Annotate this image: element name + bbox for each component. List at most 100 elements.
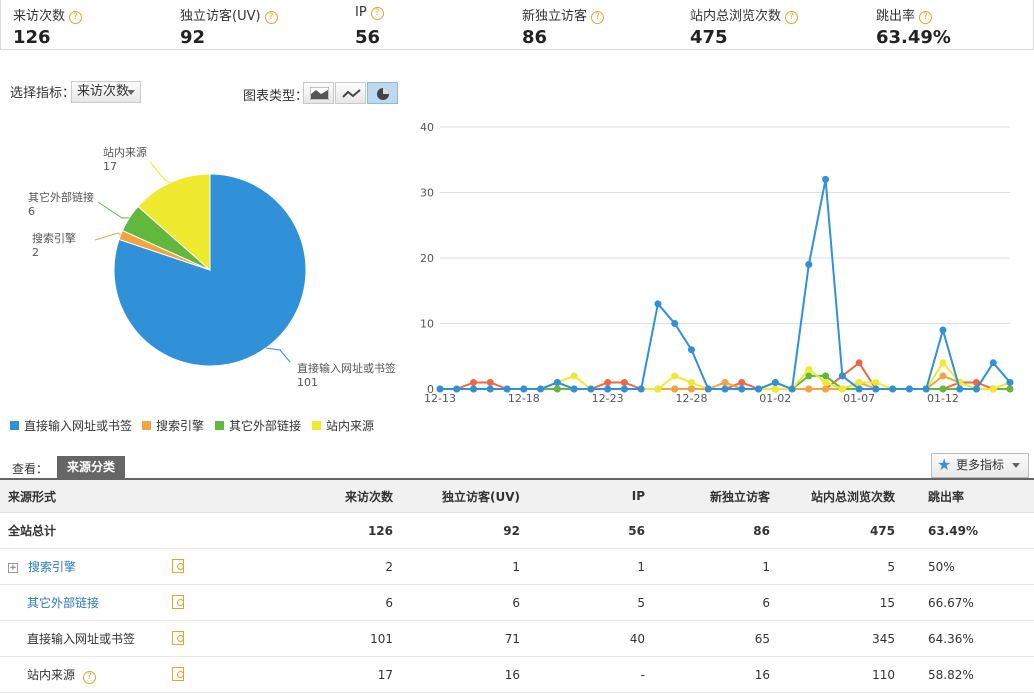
column-header[interactable]: 跳出率	[898, 480, 1034, 513]
legend-item[interactable]: 站内来源	[312, 417, 374, 434]
legend-item[interactable]: 其它外部链接	[215, 417, 301, 434]
data-point[interactable]	[453, 385, 461, 393]
data-point[interactable]	[671, 320, 679, 327]
column-header[interactable]: IP	[523, 480, 648, 513]
help-icon[interactable]: ?	[370, 7, 384, 20]
data-point[interactable]	[822, 385, 830, 393]
data-point[interactable]	[687, 346, 695, 354]
data-point[interactable]	[604, 378, 612, 386]
data-point[interactable]	[805, 365, 813, 373]
data-point[interactable]	[553, 385, 561, 393]
help-icon[interactable]: ?	[591, 11, 605, 24]
data-point[interactable]	[671, 385, 679, 393]
data-point[interactable]	[855, 359, 863, 367]
data-point[interactable]	[989, 385, 997, 393]
data-point[interactable]	[771, 378, 779, 386]
data-point[interactable]	[889, 385, 897, 393]
data-point[interactable]	[855, 378, 863, 386]
data-point[interactable]	[805, 385, 813, 393]
data-point[interactable]	[939, 359, 947, 367]
help-icon[interactable]: ?	[785, 11, 799, 24]
data-point[interactable]	[637, 385, 645, 393]
legend-item[interactable]: 搜索引擎	[142, 417, 204, 434]
help-icon[interactable]: ?	[69, 11, 83, 24]
data-point[interactable]	[905, 385, 913, 393]
pie-slice[interactable]	[113, 173, 307, 367]
data-point[interactable]	[956, 385, 964, 393]
data-point[interactable]	[939, 385, 947, 393]
data-point[interactable]	[470, 385, 478, 393]
column-header[interactable]: 来源形式	[0, 480, 190, 513]
tab-source-category[interactable]: 来源分类	[57, 456, 125, 478]
data-point[interactable]	[520, 385, 528, 393]
data-point[interactable]	[486, 378, 494, 386]
row-link[interactable]: 搜索引擎	[28, 560, 77, 574]
data-point[interactable]	[620, 378, 628, 386]
metric-select[interactable]: 来访次数	[71, 81, 141, 103]
data-point[interactable]	[788, 385, 796, 393]
row-link[interactable]: 其它外部链接	[27, 596, 100, 610]
data-point[interactable]	[1006, 378, 1014, 386]
data-point[interactable]	[654, 385, 662, 393]
data-point[interactable]	[838, 385, 846, 393]
history-icon[interactable]	[172, 667, 184, 681]
data-point[interactable]	[939, 372, 947, 380]
data-point[interactable]	[922, 385, 930, 393]
history-icon[interactable]	[172, 559, 184, 573]
data-point[interactable]	[503, 385, 511, 393]
pie-slice[interactable]	[137, 173, 211, 272]
history-icon[interactable]	[172, 631, 184, 645]
more-metrics-button[interactable]: ★ 更多指标	[931, 453, 1029, 478]
data-point[interactable]	[805, 372, 813, 380]
data-point[interactable]	[604, 385, 612, 393]
data-point[interactable]	[704, 385, 712, 393]
data-point[interactable]	[755, 385, 763, 393]
column-header[interactable]: 来访次数	[190, 480, 396, 513]
data-point[interactable]	[654, 300, 662, 308]
data-point[interactable]	[553, 378, 561, 386]
data-point[interactable]	[771, 385, 779, 393]
data-point[interactable]	[587, 385, 595, 393]
cell: 6	[396, 584, 523, 621]
data-point[interactable]	[486, 385, 494, 393]
data-point[interactable]	[721, 385, 729, 393]
column-header[interactable]: 站内总浏览次数	[773, 480, 898, 513]
area-chart-button[interactable]	[303, 82, 334, 104]
expand-icon[interactable]: +	[8, 563, 18, 573]
data-point[interactable]	[855, 385, 863, 393]
data-point[interactable]	[822, 175, 830, 183]
line-chart-button[interactable]	[335, 82, 366, 104]
data-point[interactable]	[570, 385, 578, 393]
column-header[interactable]: 新独立访客	[648, 480, 773, 513]
data-point[interactable]	[671, 372, 679, 380]
column-header[interactable]: 独立访客(UV)	[396, 480, 523, 513]
data-point[interactable]	[822, 372, 830, 380]
data-point[interactable]	[1006, 385, 1014, 393]
table-row: 其它外部链接 6 6 5 6 15 66.67%	[0, 584, 1034, 621]
data-point[interactable]	[872, 378, 880, 386]
pie-chart-button[interactable]	[367, 82, 398, 104]
data-point[interactable]	[620, 385, 628, 393]
data-point[interactable]	[687, 378, 695, 386]
data-point[interactable]	[537, 385, 545, 393]
data-point[interactable]	[436, 385, 444, 393]
legend-item[interactable]: 直接输入网址或书签	[10, 417, 132, 434]
data-point[interactable]	[972, 378, 980, 386]
data-point[interactable]	[972, 385, 980, 393]
data-point[interactable]	[570, 372, 578, 380]
help-icon[interactable]: ?	[264, 11, 278, 24]
data-point[interactable]	[721, 378, 729, 386]
data-point[interactable]	[989, 359, 997, 367]
help-icon[interactable]: ?	[82, 670, 96, 684]
data-point[interactable]	[805, 261, 813, 269]
history-icon[interactable]	[172, 595, 184, 609]
data-point[interactable]	[738, 378, 746, 386]
data-point[interactable]	[822, 378, 830, 386]
data-point[interactable]	[470, 378, 478, 386]
help-icon[interactable]: ?	[919, 11, 933, 24]
data-point[interactable]	[838, 372, 846, 380]
data-point[interactable]	[687, 385, 695, 393]
data-point[interactable]	[738, 385, 746, 393]
data-point[interactable]	[939, 326, 947, 334]
data-point[interactable]	[872, 385, 880, 393]
